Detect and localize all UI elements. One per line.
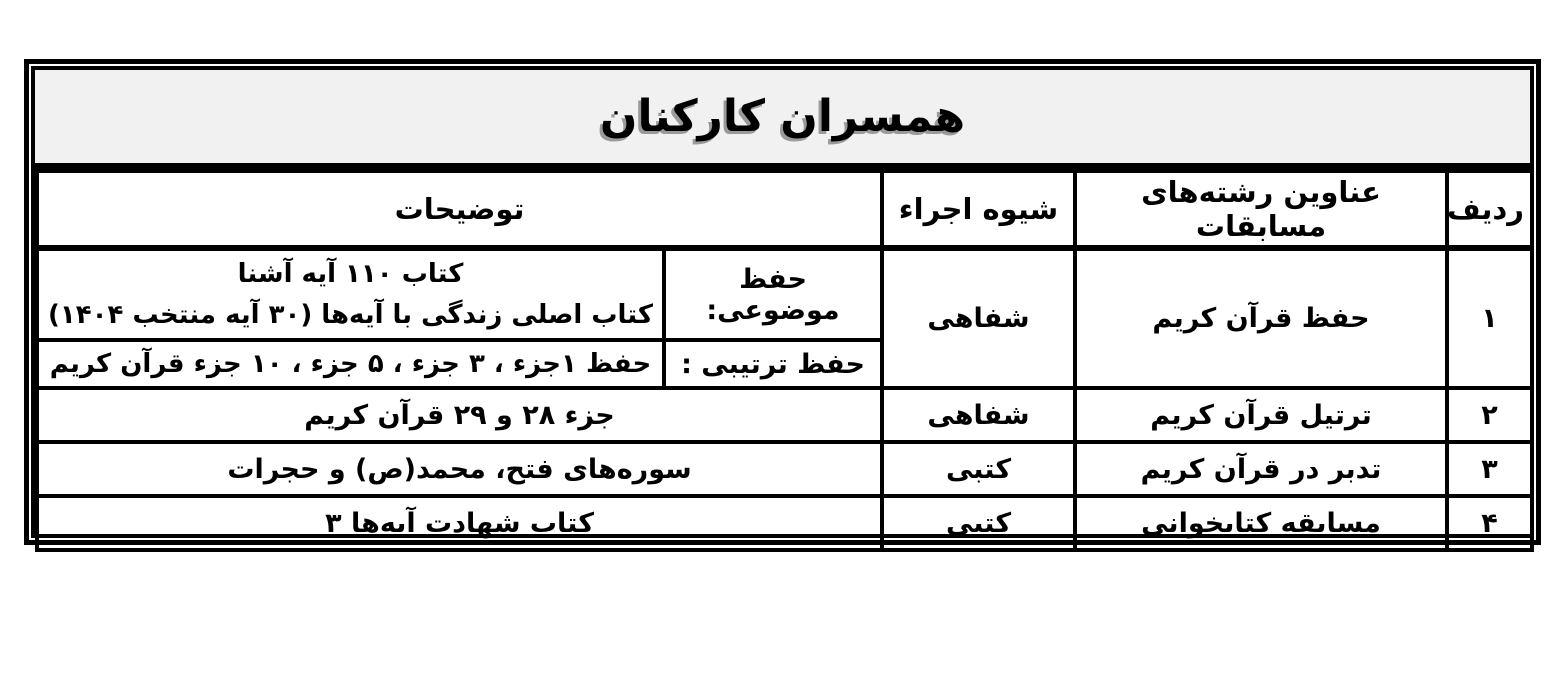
notes-cell-sequential: حفظ ۱جزء ، ۳ جزء ، ۵ جزء ، ۱۰ جزء قرآن ک… (35, 338, 666, 390)
row-number-cell: ۴ (1445, 494, 1534, 552)
memorization-type-label-sequential: حفظ ترتیبی : (662, 338, 884, 390)
table-row-3: ۳ تدبر در قرآن کریم کتبی سوره‌های فتح، م… (35, 440, 1534, 498)
method-cell: کتبی (880, 440, 1077, 498)
notes-cell: سوره‌های فتح، محمد(ص) و حجرات (35, 440, 884, 498)
notes-line-1: کتاب ۱۱۰ آیه آشنا (237, 259, 464, 290)
competition-title-cell: ترتیل قرآن کریم (1073, 386, 1449, 444)
header-notes: توضیحات (35, 169, 884, 251)
competitions-table: ردیف عناوین رشته‌های مسابقات شیوه اجراء … (35, 169, 1534, 552)
notes-line-2: کتاب اصلی زندگی با آیه‌ها (۳۰ آیه منتخب … (48, 299, 653, 330)
table-row-1a: ۱ حفظ قرآن کریم شفاهی حفظ موضوعی: کتاب ۱… (35, 246, 1534, 390)
method-cell: کتبی (880, 494, 1077, 552)
row-number-cell: ۱ (1445, 246, 1534, 390)
notes-cell: جزء ۲۸ و ۲۹ قرآن کریم (35, 386, 884, 444)
memorization-type-label-thematic: حفظ موضوعی: (662, 246, 884, 342)
table-row-2: ۲ ترتیل قرآن کریم شفاهی جزء ۲۸ و ۲۹ قرآن… (35, 386, 1534, 444)
table-row-4: ۴ مسابقه کتابخوانی کتبی کتاب شهادت آیه‌ه… (35, 494, 1534, 552)
competition-title-cell: مسابقه کتابخوانی (1073, 494, 1449, 552)
method-cell: شفاهی (880, 246, 1077, 390)
table-outer-frame: همسران کارکنان ردیف عناوین رشته‌های مساب… (24, 59, 1541, 552)
header-row: ردیف عناوین رشته‌های مسابقات شیوه اجراء … (35, 169, 1534, 251)
title-band: همسران کارکنان (35, 70, 1530, 169)
header-competition-titles: عناوین رشته‌های مسابقات (1073, 169, 1449, 251)
page-title: همسران کارکنان (599, 91, 966, 142)
row-number-cell: ۳ (1445, 440, 1534, 498)
competition-title-cell: حفظ قرآن کریم (1073, 246, 1449, 390)
header-method: شیوه اجراء (880, 169, 1077, 251)
method-cell: شفاهی (880, 386, 1077, 444)
competition-title-cell: تدبر در قرآن کریم (1073, 440, 1449, 498)
header-radif: ردیف (1445, 169, 1534, 251)
table-row-1b: حفظ ترتیبی : حفظ ۱جزء ، ۳ جزء ، ۵ جزء ، … (35, 338, 1532, 390)
table-inner-frame: همسران کارکنان ردیف عناوین رشته‌های مساب… (31, 66, 1534, 552)
notes-cell-thematic: کتاب ۱۱۰ آیه آشنا کتاب اصلی زندگی با آیه… (35, 246, 666, 342)
row-number-cell: ۲ (1445, 386, 1534, 444)
notes-cell: کتاب شهادت آیه‌ها ۳ (35, 494, 884, 552)
